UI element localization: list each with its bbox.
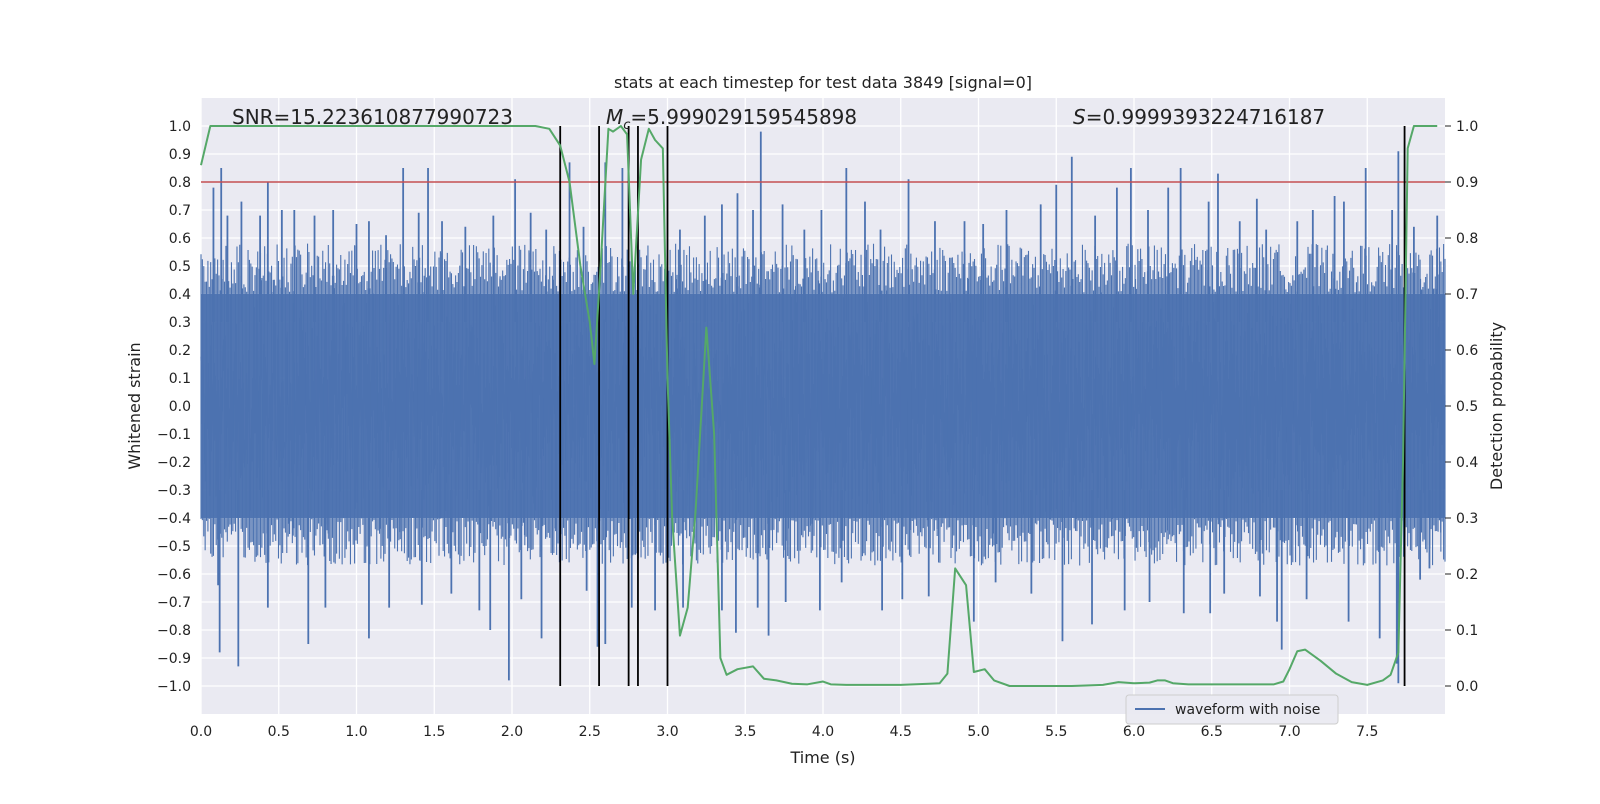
waveform-layer <box>200 131 1446 684</box>
x-tick-label: 5.0 <box>967 724 989 740</box>
chirp-mass-value: =5.999029159545898 <box>630 105 857 129</box>
x-tick-label: 7.0 <box>1278 724 1300 740</box>
y2-tick-label: 0.9 <box>1456 175 1478 191</box>
x-tick-label: 6.0 <box>1123 724 1145 740</box>
y-tick-label: 0.0 <box>169 399 191 415</box>
probability-layer <box>200 125 1438 687</box>
y2-tick-label: 0.0 <box>1456 679 1478 695</box>
score-symbol: S <box>1073 105 1086 129</box>
y2-tick-label: 0.3 <box>1456 511 1478 527</box>
legend-label: waveform with noise <box>1175 702 1320 718</box>
y-tick-label: 0.3 <box>169 315 191 331</box>
legend: waveform with noise <box>1125 694 1339 725</box>
x-axis-label: Time (s) <box>789 748 855 767</box>
y-tick-label: 0.8 <box>169 175 191 191</box>
y-tick-label: −1.0 <box>157 679 191 695</box>
score-annotation: S=0.9999393224716187 <box>1073 105 1325 129</box>
y2-tick-label: 0.6 <box>1456 343 1478 359</box>
x-tick-label: 4.5 <box>890 724 912 740</box>
x-tick-label: 5.5 <box>1045 724 1067 740</box>
y2-axis-label: Detection probability <box>1487 322 1506 490</box>
y2-tick-label: 0.4 <box>1456 455 1478 471</box>
y-tick-label: 0.4 <box>169 287 191 303</box>
y2-tick-label: 0.2 <box>1456 567 1478 583</box>
y-tick-label: 0.1 <box>169 371 191 387</box>
legend-box <box>1125 694 1339 725</box>
y-tick-label: 0.7 <box>169 203 191 219</box>
y2-tick-label: 0.1 <box>1456 623 1478 639</box>
chirp-mass-symbol: M <box>606 105 623 129</box>
x-tick-label: 3.0 <box>656 724 678 740</box>
y-axis-label: Whitened strain <box>125 342 144 469</box>
snr-annotation: SNR=15.223610877990723 <box>232 105 513 129</box>
x-tick-label: 1.5 <box>423 724 445 740</box>
y-tick-label: −0.8 <box>157 623 191 639</box>
x-tick-label: 7.5 <box>1356 724 1378 740</box>
detection-probability-line <box>200 125 1438 687</box>
y2-tick-label: 1.0 <box>1456 119 1478 135</box>
waveform-envelope <box>200 243 1446 566</box>
y2-tick-label: 0.8 <box>1456 231 1478 247</box>
y-tick-label: −0.3 <box>157 483 191 499</box>
x-tick-label: 3.5 <box>734 724 756 740</box>
y-tick-label: −0.4 <box>157 511 191 527</box>
x-tick-label: 4.0 <box>812 724 834 740</box>
y-tick-label: −0.7 <box>157 595 191 611</box>
y-tick-label: 0.6 <box>169 231 191 247</box>
y2-tick-label: 0.5 <box>1456 399 1478 415</box>
x-tick-label: 6.5 <box>1201 724 1223 740</box>
y-tick-label: −0.5 <box>157 539 191 555</box>
y-tick-label: 0.5 <box>169 259 191 275</box>
y-tick-label: −0.9 <box>157 651 191 667</box>
y-tick-label: 0.9 <box>169 147 191 163</box>
score-value: =0.9999393224716187 <box>1086 105 1325 129</box>
y-tick-label: −0.2 <box>157 455 191 471</box>
x-tick-label: 2.0 <box>501 724 523 740</box>
y-tick-label: −0.6 <box>157 567 191 583</box>
x-tick-label: 1.0 <box>345 724 367 740</box>
chirp-mass-annotation: Mc=5.999029159545898 <box>606 105 857 133</box>
x-tick-label: 0.5 <box>268 724 290 740</box>
y-tick-label: −0.1 <box>157 427 191 443</box>
tick-layer: 0.0 0.5 1.0 1.5 2.0 2.5 3.0 3.5 4.0 4.5 5.0 5.5 6.0 6… <box>157 119 1478 740</box>
chart-title: stats at each timestep for test data 384… <box>614 73 1032 92</box>
x-tick-label: 0.0 <box>190 724 212 740</box>
chirp-mass-subscript: c <box>623 118 630 133</box>
x-tick-label: 2.5 <box>579 724 601 740</box>
y-tick-label: 1.0 <box>169 119 191 135</box>
y2-tick-label: 0.7 <box>1456 287 1478 303</box>
y-tick-label: 0.2 <box>169 343 191 359</box>
